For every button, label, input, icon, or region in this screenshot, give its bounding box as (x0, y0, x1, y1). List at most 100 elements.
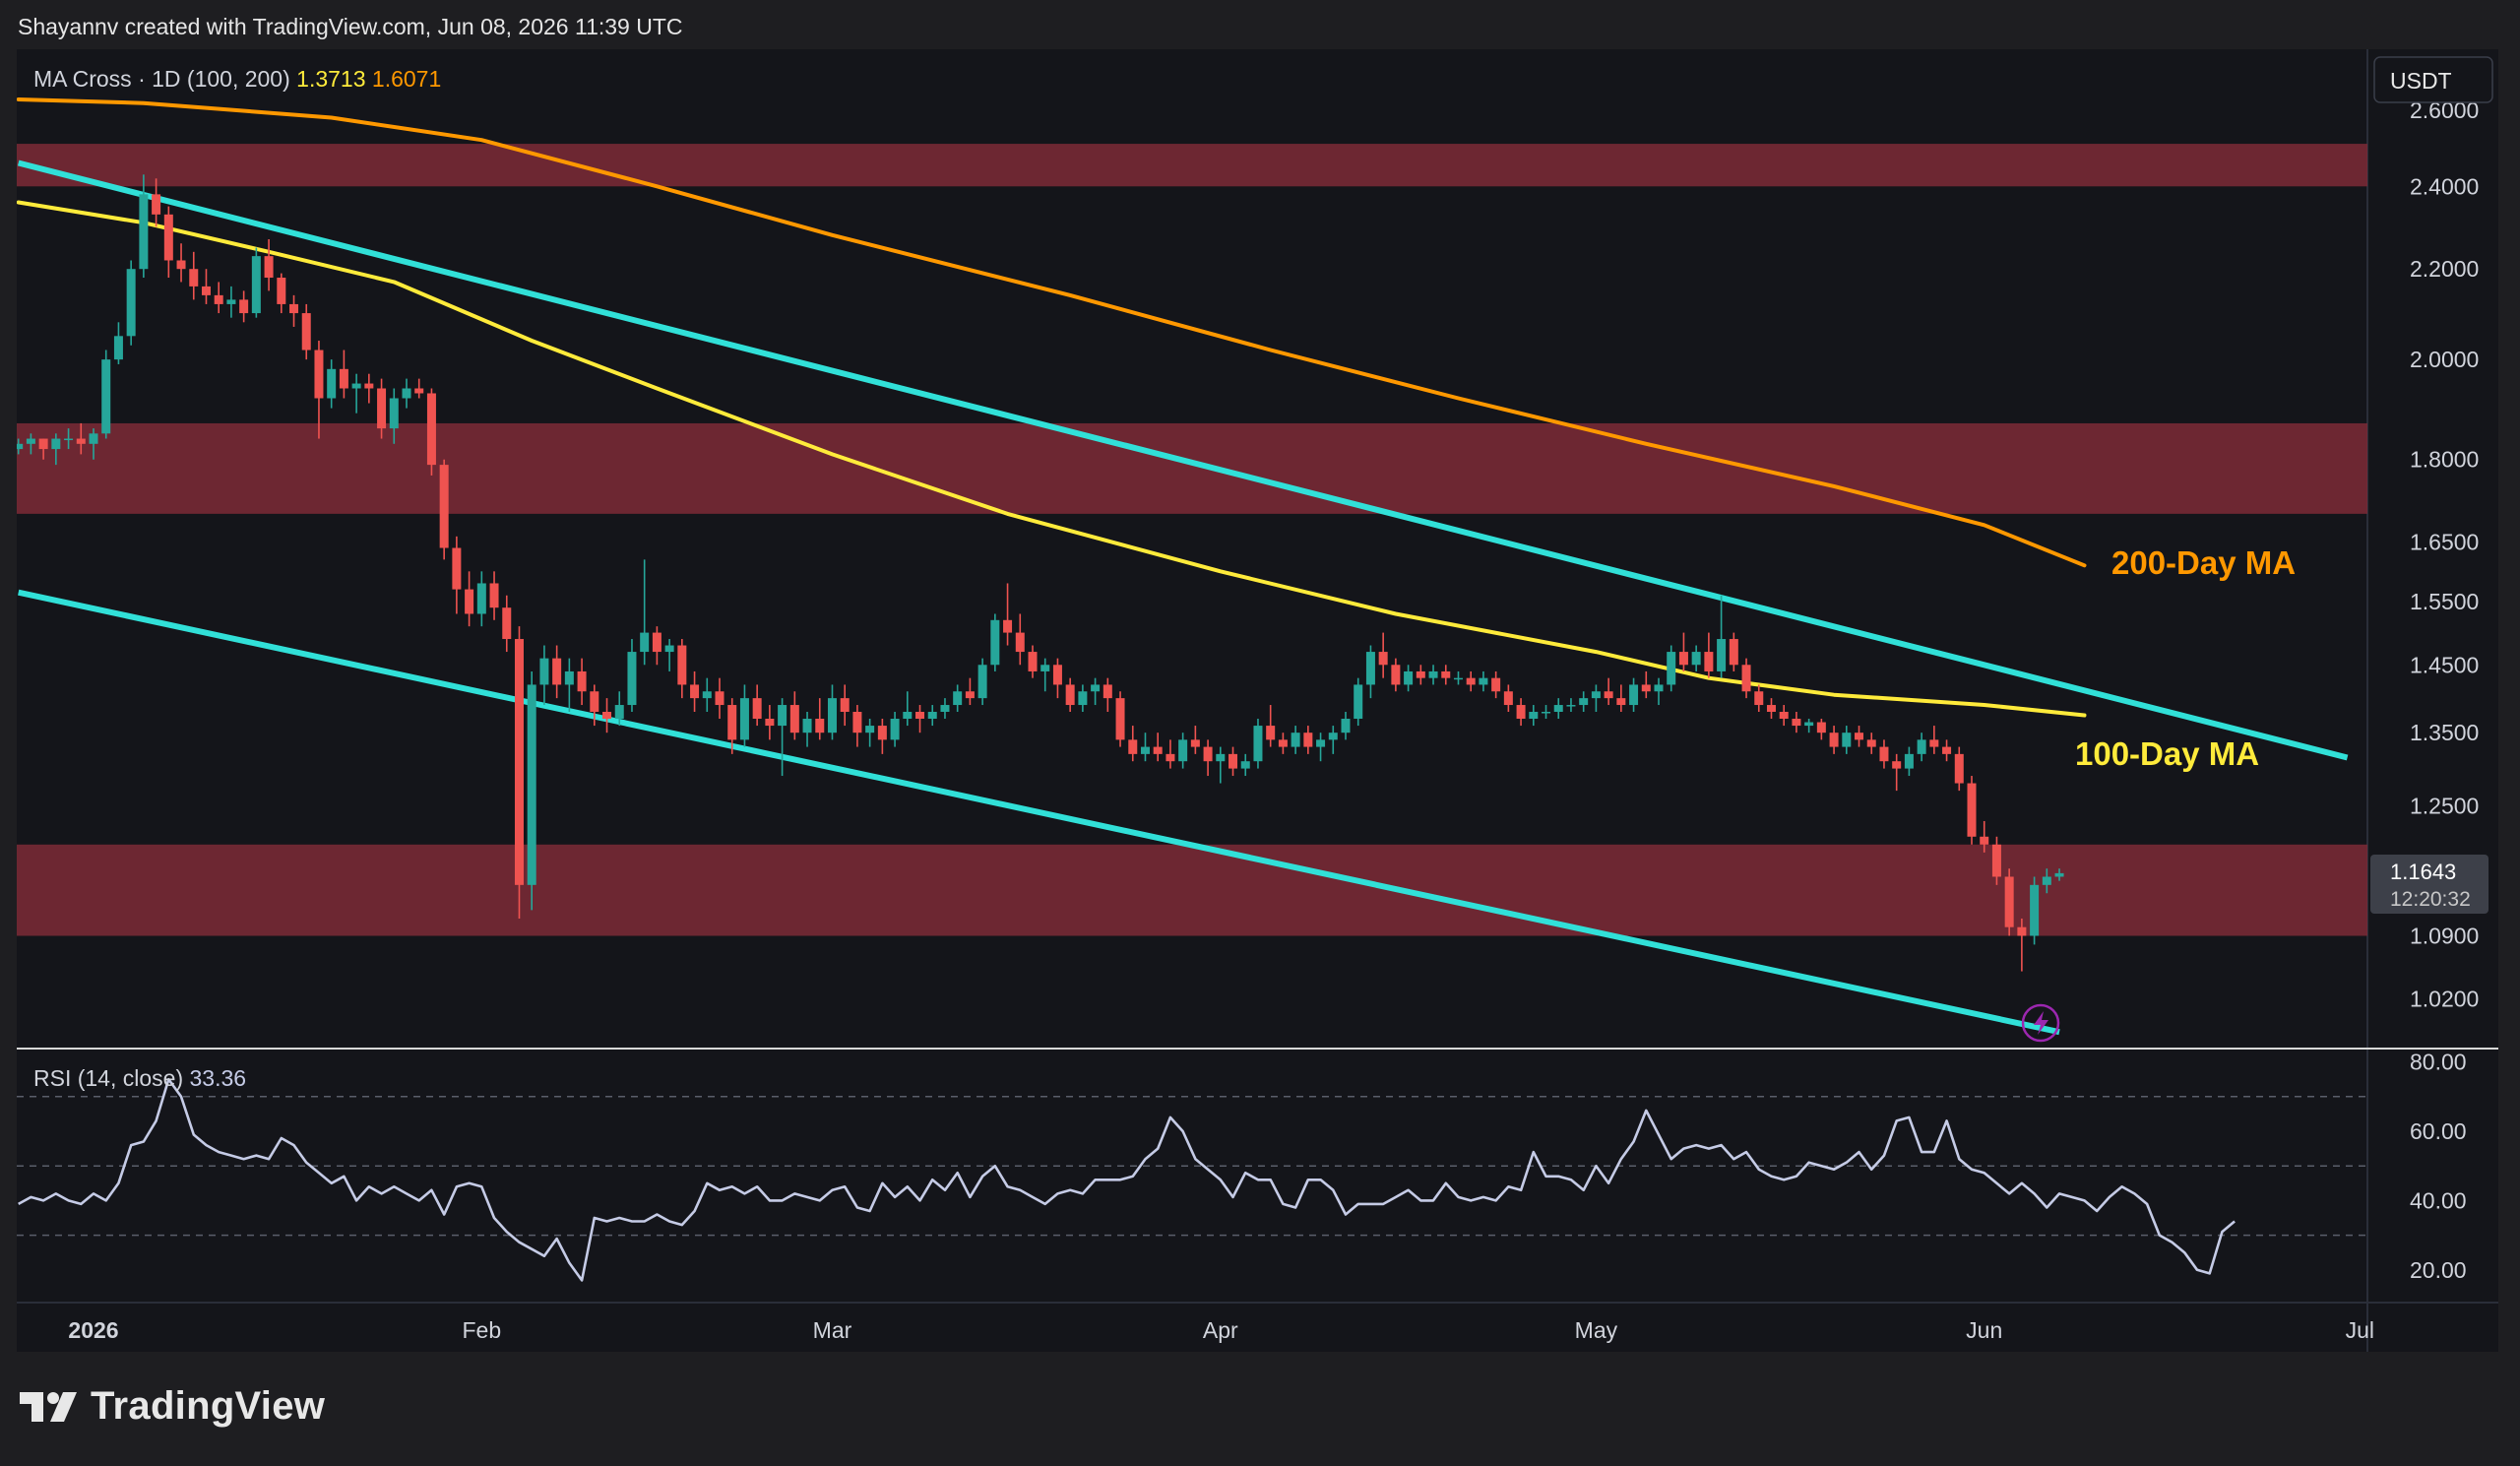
candle-body (1404, 670, 1414, 685)
candle-body (414, 388, 424, 394)
candle (139, 174, 149, 279)
candle (1365, 645, 1375, 699)
candle (614, 691, 624, 727)
candle-body (163, 214, 173, 261)
candle (1691, 645, 1701, 671)
candle-body (1842, 733, 1852, 747)
candle (26, 433, 35, 455)
candle (1542, 705, 1551, 720)
candle (1378, 632, 1388, 678)
candle-body (1365, 652, 1375, 685)
candle (476, 571, 486, 627)
candle-body (1354, 684, 1363, 720)
candle-body (903, 711, 913, 720)
candle-body (1542, 711, 1551, 714)
candle (1278, 733, 1288, 754)
candle-body (2004, 876, 2014, 927)
candle (126, 260, 136, 346)
candle (514, 626, 524, 919)
candle-body (1779, 711, 1789, 720)
channel-upper-line (17, 159, 2349, 761)
candle-body (852, 711, 862, 733)
candle-body (1954, 753, 1964, 784)
rsi-legend-name: RSI (14, close) (33, 1065, 190, 1091)
candle (664, 639, 674, 671)
candle-body (1741, 665, 1751, 692)
candle (2030, 876, 2040, 945)
candle (214, 282, 223, 314)
candle-body (690, 684, 700, 699)
candle (1929, 726, 1939, 754)
candle-body (214, 294, 223, 304)
candle-body (251, 256, 261, 314)
candle (1065, 677, 1075, 712)
candle (1967, 776, 1977, 845)
candle (414, 378, 424, 399)
candle-body (827, 698, 837, 733)
candle (1140, 733, 1150, 762)
candle-body (389, 398, 399, 429)
price-tick: 2.2000 (2410, 256, 2479, 282)
candle-body (865, 726, 875, 733)
candle (1102, 677, 1112, 712)
rsi-tick: 80.00 (2410, 1050, 2467, 1075)
candle-body (877, 726, 887, 740)
candle-body (264, 256, 274, 279)
candle (778, 698, 788, 777)
candle-body (2030, 884, 2040, 936)
candle-body (1190, 739, 1200, 747)
price-axis[interactable]: 2.60002.40002.20002.00001.80001.65001.55… (2370, 56, 2493, 1283)
candle (277, 273, 286, 314)
candle-body (1328, 733, 1338, 740)
candle (1052, 658, 1062, 699)
candle (339, 350, 348, 399)
candle-body (977, 665, 987, 699)
candle-body (1203, 746, 1213, 762)
candle (1704, 632, 1714, 678)
candle-body (640, 632, 650, 653)
time-axis[interactable]: 2026 Feb Mar Apr May Jun Jul (68, 1317, 2374, 1343)
candle (38, 438, 48, 460)
rsi-pane (17, 1077, 2367, 1282)
candle (765, 705, 775, 740)
candle-body (1754, 691, 1764, 706)
candle-body (752, 698, 762, 720)
moving-averages (17, 97, 2087, 718)
candle (152, 178, 161, 227)
candle-body (664, 645, 674, 653)
tradingview-wordmark: TradingView (91, 1384, 326, 1428)
candle (715, 677, 724, 720)
candle-body (815, 719, 825, 733)
descending-channel (17, 159, 2349, 1036)
candle-body (465, 589, 474, 614)
candle (402, 378, 411, 409)
candle (2004, 868, 2014, 936)
candle-body (1654, 684, 1664, 692)
time-tick: Feb (462, 1317, 501, 1343)
candle (1416, 665, 1425, 685)
candle-body (1303, 733, 1313, 747)
candle-body (1991, 844, 2001, 877)
candle-body (1466, 677, 1476, 685)
candle (1203, 739, 1213, 777)
candle (1115, 691, 1125, 747)
candle (1128, 726, 1138, 762)
tradingview-logo[interactable]: TradingView (18, 1384, 325, 1429)
candle-body (364, 383, 374, 389)
candles (17, 174, 2064, 972)
candle (1792, 711, 1801, 733)
candle (1153, 733, 1163, 762)
candle-body (2054, 872, 2064, 877)
candle (51, 433, 61, 466)
candle (1779, 705, 1789, 727)
candle-body (1441, 670, 1451, 678)
candle-body (1967, 783, 1977, 837)
candle-body (1855, 733, 1864, 740)
candle-body (739, 698, 749, 740)
candle (1253, 719, 1263, 769)
candle (377, 378, 387, 439)
candle (189, 251, 199, 300)
candle (264, 238, 274, 291)
candle (739, 684, 749, 747)
